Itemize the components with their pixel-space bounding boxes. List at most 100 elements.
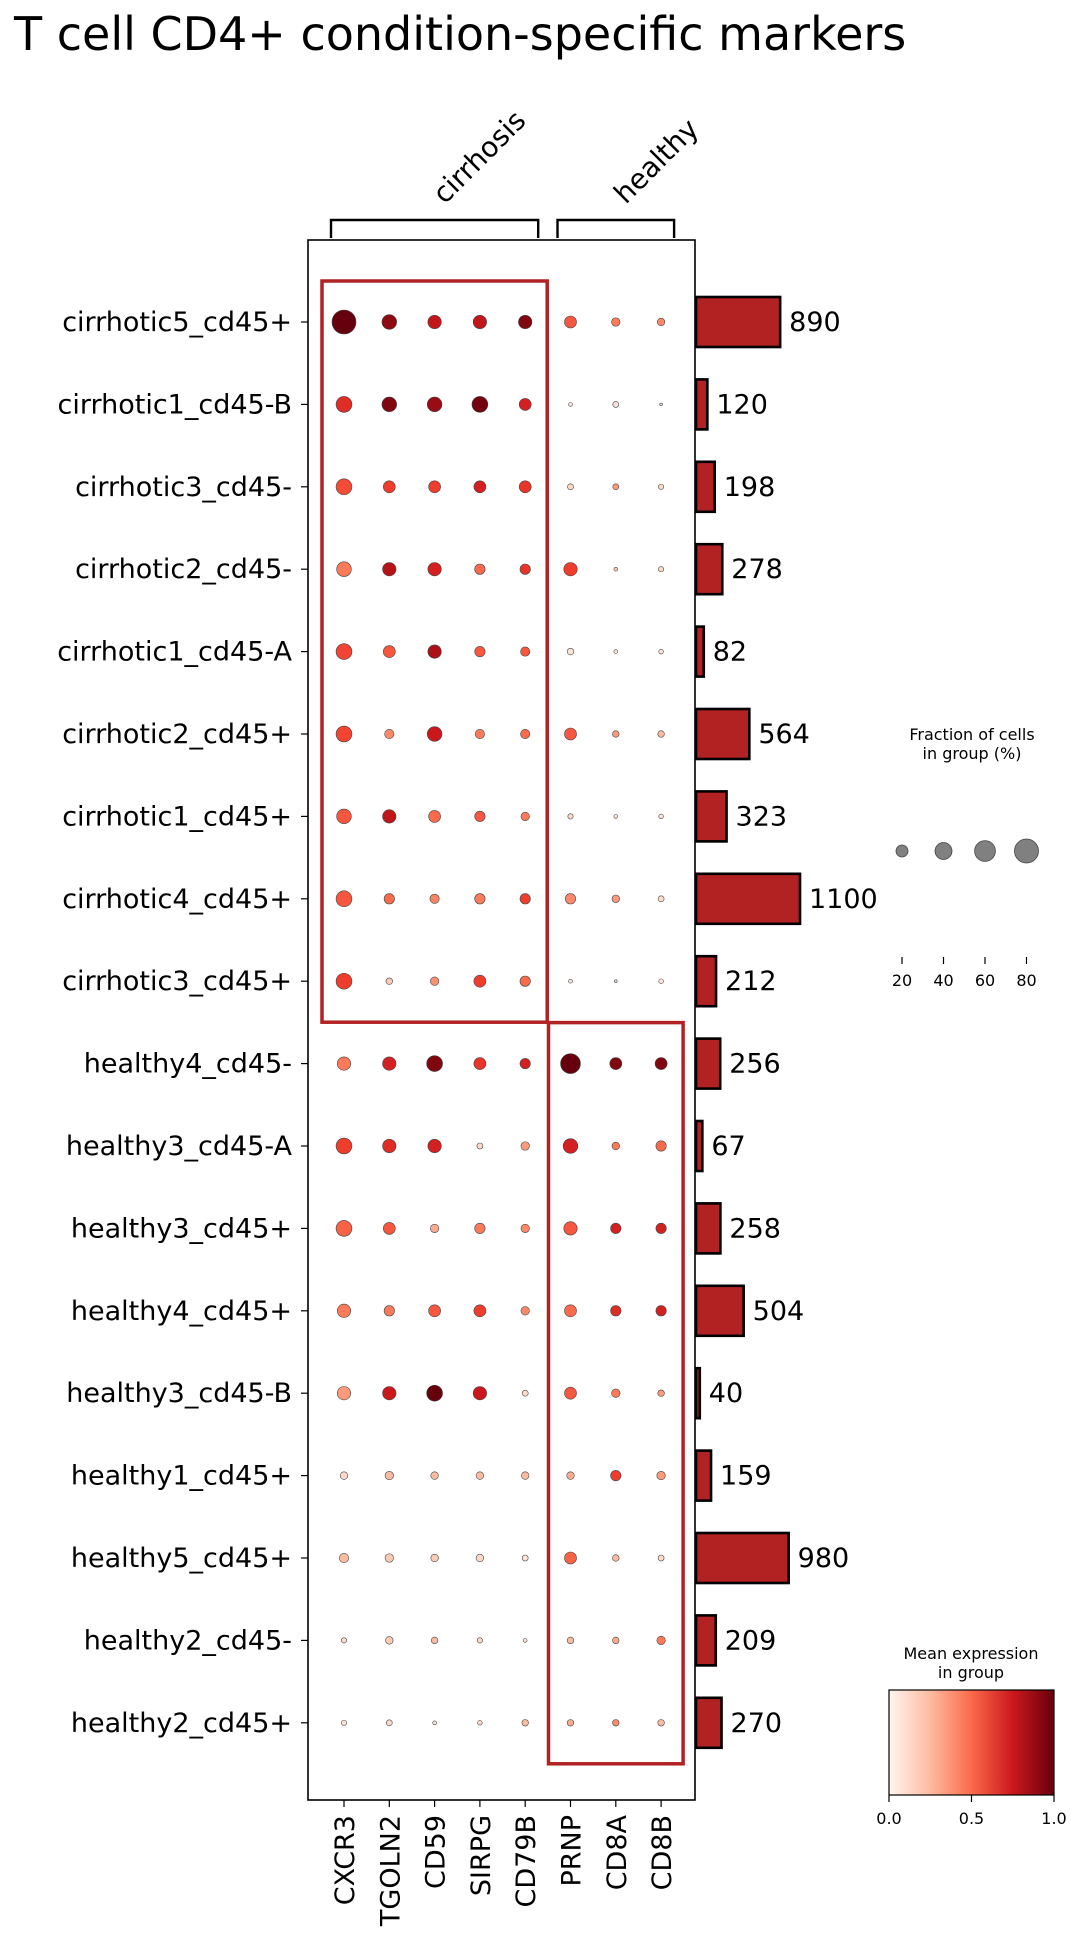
col-label: PRNP — [557, 1815, 588, 1887]
dot-cirrhotic1_cd45+-CD79B — [520, 811, 530, 821]
dot-healthy3_cd45-A-TGOLN2 — [382, 1138, 397, 1154]
size-legend-label-20: 20 — [892, 971, 912, 990]
count-label-healthy5_cd45+: 980 — [798, 1543, 850, 1574]
dot-healthy5_cd45+-PRNP — [564, 1551, 577, 1565]
count-label-cirrhotic3_cd45-: 198 — [724, 472, 776, 503]
dot-healthy4_cd45+-CD79B — [520, 1306, 530, 1316]
colorbar-tick-label: 0.0 — [876, 1809, 901, 1828]
dot-healthy4_cd45--CXCR3 — [336, 1056, 352, 1071]
count-bar-cirrhotic1_cd45-B — [694, 378, 709, 431]
col-label: CD8A — [602, 1814, 633, 1890]
count-bar-healthy4_cd45- — [694, 1037, 722, 1090]
dot-healthy5_cd45+-CXCR3 — [339, 1553, 349, 1563]
col-label: SIRPG — [466, 1815, 497, 1896]
size-legend-label-40: 40 — [933, 971, 953, 990]
dot-healthy4_cd45+-CD8B — [655, 1305, 667, 1317]
dot-healthy5_cd45+-TGOLN2 — [384, 1553, 394, 1563]
dot-healthy4_cd45+-SIRPG — [473, 1304, 487, 1318]
dot-healthy4_cd45+-TGOLN2 — [383, 1305, 395, 1317]
dot-healthy3_cd45+-PRNP — [563, 1221, 578, 1236]
dot-cirrhotic3_cd45--CXCR3 — [335, 478, 353, 496]
count-bar-healthy5_cd45+ — [694, 1531, 790, 1585]
dot-healthy3_cd45-B-SIRPG — [472, 1386, 487, 1401]
group-bracket-cirrhosis — [329, 218, 540, 238]
dot-healthy3_cd45+-CD59 — [430, 1223, 440, 1233]
dot-healthy3_cd45+-CD79B — [520, 1223, 530, 1233]
dot-cirrhotic3_cd45+-CD8A — [614, 979, 618, 983]
dot-cirrhotic2_cd45--CXCR3 — [336, 561, 352, 577]
dot-cirrhotic3_cd45+-TGOLN2 — [385, 977, 393, 985]
dot-healthy3_cd45-B-CD59 — [426, 1384, 443, 1402]
count-label-healthy3_cd45-A: 67 — [711, 1131, 745, 1162]
count-bar-cirrhotic3_cd45- — [694, 460, 717, 514]
group-bracket-healthy — [556, 218, 676, 238]
dot-healthy3_cd45-A-CD8A — [611, 1141, 620, 1151]
dot-healthy1_cd45+-CD79B — [521, 1471, 530, 1480]
row-label: healthy2_cd45+ — [71, 1708, 292, 1739]
dot-healthy2_cd45+-CXCR3 — [341, 1719, 347, 1726]
dot-healthy3_cd45-A-PRNP — [562, 1138, 579, 1154]
dot-healthy4_cd45--CD79B — [519, 1058, 531, 1070]
count-label-cirrhotic5_cd45+: 890 — [789, 307, 841, 338]
colorbar-tick-label: 1.0 — [1041, 1809, 1066, 1828]
dot-cirrhotic3_cd45+-PRNP — [568, 978, 573, 984]
count-bar-cirrhotic4_cd45+ — [694, 872, 802, 926]
dot-cirrhotic4_cd45+-TGOLN2 — [383, 893, 395, 905]
dot-cirrhotic3_cd45--PRNP — [567, 483, 574, 491]
row-label: healthy5_cd45+ — [71, 1543, 292, 1574]
dot-healthy2_cd45+-CD8A — [612, 1719, 620, 1727]
count-label-cirrhotic2_cd45+: 564 — [758, 719, 810, 750]
count-label-cirrhotic1_cd45-A: 82 — [713, 637, 747, 668]
row-label: cirrhotic3_cd45- — [75, 472, 292, 503]
dot-healthy3_cd45-A-SIRPG — [476, 1142, 484, 1150]
count-label-healthy3_cd45-B: 40 — [709, 1378, 743, 1409]
dot-healthy1_cd45+-CD8A — [610, 1470, 622, 1482]
dot-cirrhotic1_cd45-A-TGOLN2 — [382, 645, 396, 658]
row-label: cirrhotic1_cd45+ — [62, 801, 292, 832]
dot-cirrhotic4_cd45+-CD79B — [519, 893, 531, 905]
row-label: healthy3_cd45+ — [71, 1213, 292, 1244]
dot-healthy3_cd45-A-CD79B — [520, 1141, 530, 1151]
dot-cirrhotic3_cd45+-CXCR3 — [335, 972, 353, 990]
dot-cirrhotic5_cd45+-CD79B — [518, 314, 533, 330]
dot-cirrhotic5_cd45+-CXCR3 — [331, 309, 357, 335]
row-label: cirrhotic5_cd45+ — [62, 307, 292, 338]
dot-cirrhotic4_cd45+-SIRPG — [474, 893, 486, 905]
dot-cirrhotic2_cd45+-TGOLN2 — [384, 729, 395, 739]
dot-cirrhotic3_cd45--SIRPG — [473, 480, 487, 494]
dot-healthy3_cd45+-CD8B — [655, 1222, 667, 1234]
group-label-healthy: healthy — [607, 112, 705, 210]
count-bar-healthy3_cd45+ — [694, 1202, 722, 1255]
dot-cirrhotic3_cd45+-SIRPG — [473, 974, 487, 988]
dot-healthy5_cd45+-CD8B — [657, 1554, 665, 1562]
dot-cirrhotic1_cd45-B-PRNP — [568, 402, 573, 407]
row-label: healthy3_cd45-B — [66, 1378, 292, 1409]
dot-healthy1_cd45+-SIRPG — [475, 1471, 484, 1480]
dot-cirrhotic1_cd45-B-CD59 — [426, 396, 443, 413]
count-label-healthy2_cd45+: 270 — [731, 1708, 783, 1739]
color-legend-title: in group — [938, 1663, 1004, 1682]
dot-cirrhotic5_cd45+-CD8A — [611, 317, 621, 327]
size-legend-dot-80 — [1014, 838, 1039, 864]
dot-healthy2_cd45--CD8B — [656, 1635, 666, 1645]
dot-healthy3_cd45+-CD8A — [610, 1222, 622, 1234]
dot-cirrhotic4_cd45+-CD59 — [429, 893, 440, 904]
dot-cirrhotic1_cd45-B-CD79B — [518, 398, 532, 411]
dot-cirrhotic2_cd45--TGOLN2 — [382, 562, 397, 577]
dot-healthy1_cd45+-CD8B — [656, 1471, 666, 1481]
dot-cirrhotic3_cd45+-CD8B — [658, 978, 664, 984]
row-label: healthy2_cd45- — [84, 1625, 292, 1656]
dot-cirrhotic2_cd45+-CD8A — [612, 730, 620, 738]
dot-cirrhotic2_cd45+-CD8B — [657, 730, 665, 738]
dot-healthy2_cd45+-TGOLN2 — [385, 1719, 393, 1727]
dot-cirrhotic1_cd45-B-CD8B — [659, 402, 663, 407]
dot-healthy5_cd45+-CD59 — [430, 1553, 439, 1563]
row-label: healthy4_cd45+ — [71, 1296, 292, 1327]
dot-cirrhotic2_cd45--CD79B — [519, 563, 531, 575]
dot-healthy2_cd45--CXCR3 — [341, 1637, 347, 1644]
dot-cirrhotic1_cd45+-CXCR3 — [336, 808, 352, 825]
dot-cirrhotic1_cd45-A-SIRPG — [474, 646, 486, 658]
dot-cirrhotic2_cd45+-CD59 — [426, 726, 443, 742]
dot-healthy3_cd45-B-CXCR3 — [336, 1386, 352, 1401]
